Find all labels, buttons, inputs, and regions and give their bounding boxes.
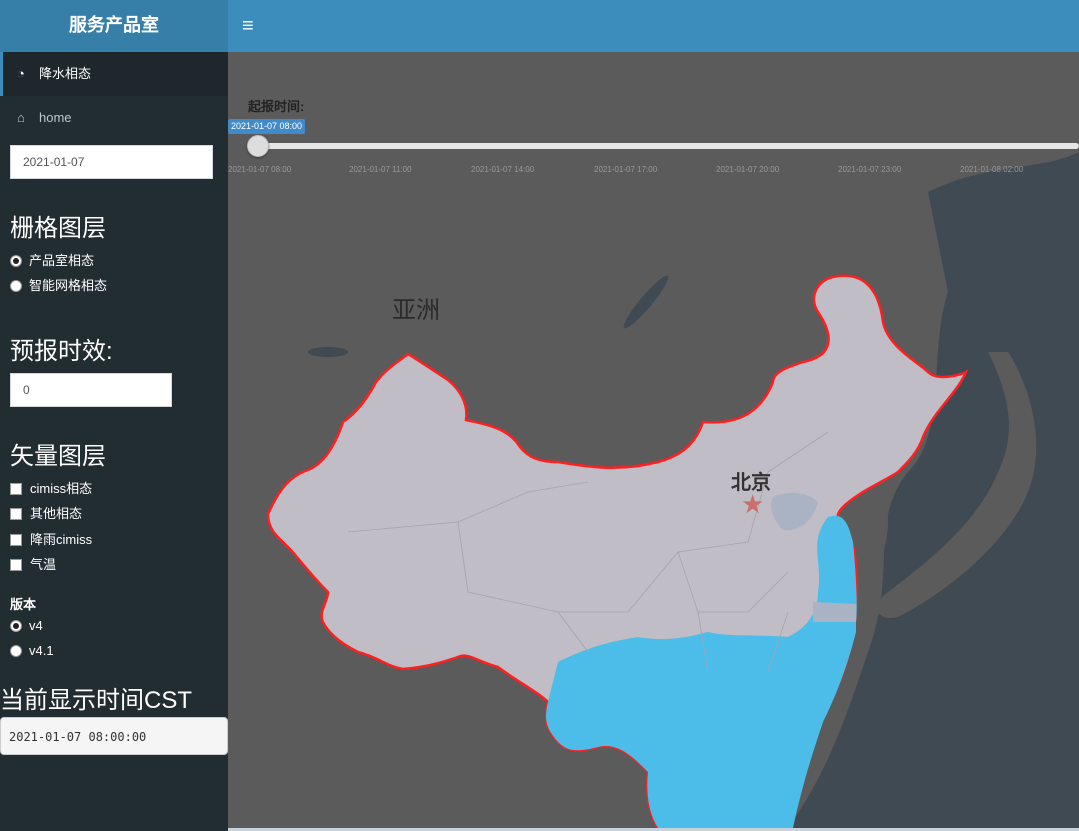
radio-icon[interactable]	[10, 645, 22, 657]
option-label: 其他相态	[30, 506, 83, 521]
dashboard-icon: ◔	[17, 66, 25, 81]
checkbox-icon[interactable]	[10, 559, 22, 571]
checkbox-icon[interactable]	[10, 508, 22, 520]
checkbox-icon[interactable]	[10, 483, 22, 495]
japan-land	[877, 352, 1037, 618]
rain-band-north	[771, 492, 818, 531]
vector-option-temperature[interactable]: 气温	[10, 556, 56, 574]
date-input[interactable]: 2021-01-07	[10, 145, 213, 179]
lake-balkhash	[308, 347, 348, 357]
option-label: v4	[29, 618, 43, 633]
option-label: 智能网格相态	[29, 278, 108, 293]
slider-tick-label: 2021-01-07 17:00	[594, 165, 658, 174]
raster-option-grid[interactable]: 智能网格相态	[10, 277, 107, 295]
top-header: 服务产品室 ≡	[0, 0, 1079, 52]
vector-option-rain-cimiss[interactable]: 降雨cimiss	[10, 531, 92, 549]
option-label: 气温	[30, 557, 57, 572]
map-bottom-edge	[228, 828, 1079, 831]
capital-star-icon: ★	[741, 489, 765, 519]
sidebar: ◔ 降水相态 ⌂ home	[0, 52, 228, 831]
slider-tick-label: 2021-01-07 11:00	[349, 165, 412, 174]
sidebar-item-label: home	[39, 110, 72, 125]
forecast-title: 预报时效:	[10, 338, 113, 365]
map-canvas	[266, 152, 1079, 828]
radio-icon[interactable]	[10, 280, 22, 292]
version-option-v4[interactable]: v4	[10, 617, 43, 635]
home-icon: ⌂	[17, 110, 25, 125]
raster-option-product[interactable]: 产品室相态	[10, 252, 94, 270]
sea-east	[788, 152, 1079, 828]
brand-title: 服务产品室	[0, 0, 228, 52]
slider-tick-label: 2021-01-08 02:00	[960, 165, 1024, 174]
option-label: 产品室相态	[29, 253, 95, 268]
slider-tick-label: 2021-01-07 14:00	[471, 165, 535, 174]
gray-band	[813, 602, 856, 622]
lake-baikal	[623, 275, 669, 329]
forecast-hour-input[interactable]: 0	[10, 373, 172, 407]
sidebar-item-label: 降水相态	[39, 66, 92, 81]
slider-label: 起报时间:	[248, 99, 305, 114]
map-label-beijing: 北京	[731, 472, 771, 494]
slider-tick-label: 2021-01-07 20:00	[716, 165, 780, 174]
slider-tick-label: 2021-01-07 08:00	[228, 165, 292, 174]
sidebar-item-precip-phase[interactable]: ◔ 降水相态	[0, 52, 228, 96]
vector-option-cimiss[interactable]: cimiss相态	[10, 480, 92, 498]
checkbox-icon[interactable]	[10, 534, 22, 546]
cst-time-title: 当前显示时间CST	[0, 687, 192, 714]
slider-current-value: 2021-01-07 08:00	[228, 119, 306, 134]
time-slider-track[interactable]	[258, 143, 1079, 149]
radio-selected-icon[interactable]	[10, 255, 22, 267]
option-label: cimiss相态	[30, 481, 93, 496]
option-label: v4.1	[29, 643, 54, 658]
rain-area	[546, 515, 857, 828]
slider-tick-label: 2021-01-07 23:00	[838, 165, 902, 174]
vector-layer-title: 矢量图层	[10, 443, 106, 470]
time-slider-handle[interactable]	[247, 135, 269, 157]
radio-selected-icon[interactable]	[10, 620, 22, 632]
raster-layer-title: 栅格图层	[10, 215, 106, 242]
sidebar-toggle-icon[interactable]: ≡	[242, 15, 254, 37]
korea-land	[853, 482, 888, 570]
map-view[interactable]	[228, 52, 1079, 828]
cst-time-output: 2021-01-07 08:00:00	[0, 717, 228, 755]
option-label: 降雨cimiss	[30, 532, 93, 547]
vector-option-other[interactable]: 其他相态	[10, 505, 82, 523]
version-title: 版本	[10, 597, 37, 612]
map-label-asia: 亚洲	[392, 296, 440, 324]
sidebar-item-home[interactable]: ⌂ home	[0, 96, 228, 140]
version-option-v41[interactable]: v4.1	[10, 642, 54, 660]
province-lines	[347, 431, 829, 673]
